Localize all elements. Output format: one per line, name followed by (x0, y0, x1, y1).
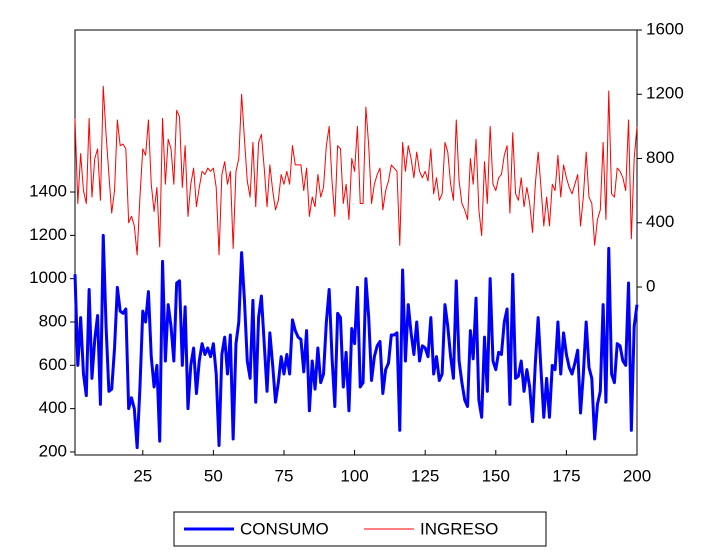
x-tick-label: 125 (411, 466, 439, 485)
x-tick-label: 100 (340, 466, 368, 485)
x-tick-label: 150 (482, 466, 510, 485)
x-tick-label: 75 (275, 466, 294, 485)
x-tick-label: 50 (204, 466, 223, 485)
legend-label: CONSUMO (240, 519, 329, 538)
x-tick-label: 25 (133, 466, 152, 485)
y2-tick-label: 1200 (646, 84, 684, 103)
y2-tick-label: 0 (646, 276, 655, 295)
y2-tick-label: 800 (646, 148, 674, 167)
x-tick-label: 200 (623, 466, 651, 485)
y-tick-label: 1400 (29, 182, 67, 201)
y-tick-label: 1000 (29, 268, 67, 287)
series-line (74, 85, 638, 256)
y-tick-label: 1200 (29, 225, 67, 244)
x-tick-label: 175 (552, 466, 580, 485)
y-tick-label: 400 (39, 398, 67, 417)
y2-tick-label: 400 (646, 212, 674, 231)
legend-label: INGRESO (420, 519, 498, 538)
series-line (73, 233, 639, 450)
y-tick-label: 600 (39, 355, 67, 374)
plot-frame (74, 29, 638, 456)
y-tick-label: 200 (39, 441, 67, 460)
legend-box (173, 511, 547, 547)
y2-tick-label: 1600 (646, 19, 684, 38)
y-tick-label: 800 (39, 311, 67, 330)
